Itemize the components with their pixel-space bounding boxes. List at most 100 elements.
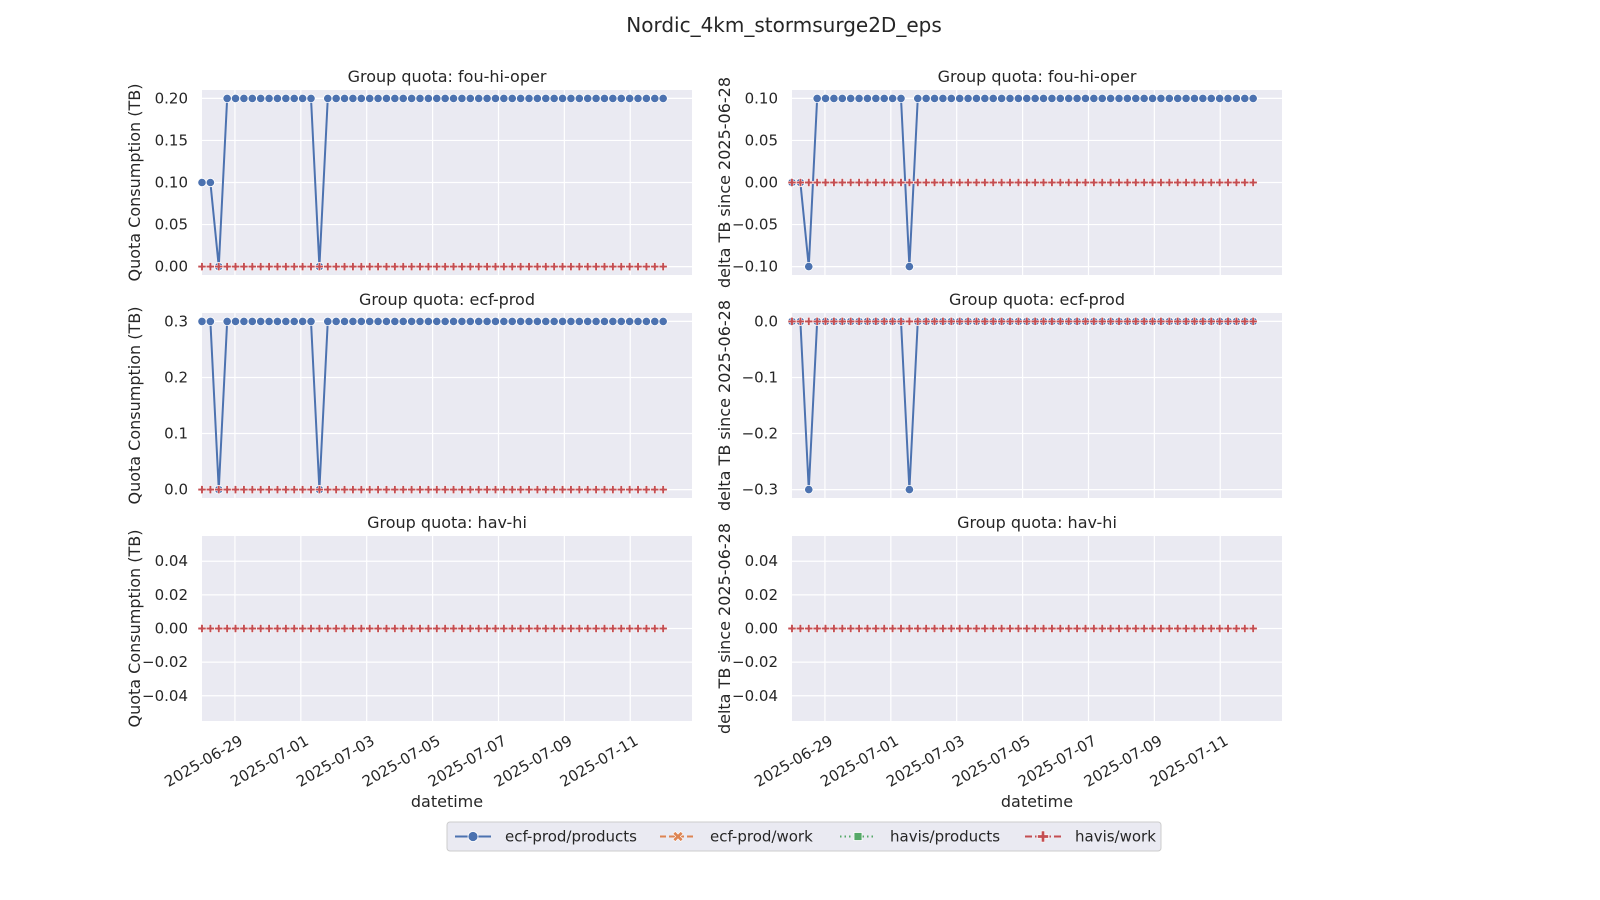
data-point-havis-work <box>938 624 948 633</box>
data-point-ecf-prod-products <box>1206 93 1216 104</box>
data-point-ecf-prod-products <box>339 316 350 327</box>
data-point-havis-work <box>988 624 998 633</box>
data-point-havis-work <box>650 485 660 494</box>
data-point-havis-work <box>972 178 981 187</box>
data-point-havis-work <box>298 485 307 494</box>
data-point-ecf-prod-products <box>1147 93 1158 104</box>
data-point-ecf-prod-products <box>482 93 492 104</box>
data-point-havis-work <box>566 624 576 633</box>
x-axis-label: datetime <box>411 792 483 811</box>
data-point-ecf-prod-products <box>222 316 232 327</box>
data-point-havis-work <box>1098 317 1107 326</box>
data-point-havis-work <box>821 178 830 187</box>
data-point-havis-work <box>871 317 881 326</box>
data-point-ecf-prod-products <box>1215 93 1225 104</box>
data-point-havis-work <box>382 262 391 271</box>
data-point-havis-work <box>617 624 626 633</box>
data-point-ecf-prod-products <box>1022 93 1032 104</box>
data-point-ecf-prod-products <box>448 316 459 327</box>
data-point-ecf-prod-products <box>1055 93 1065 104</box>
data-point-havis-work <box>1005 178 1015 187</box>
data-point-havis-work <box>248 624 257 633</box>
data-point-havis-work <box>1240 178 1250 187</box>
data-point-havis-work <box>1114 624 1124 633</box>
data-point-havis-work <box>633 262 643 271</box>
y-tick-label: 0.10 <box>155 174 188 192</box>
data-point-havis-work <box>1198 317 1208 326</box>
data-point-havis-work <box>197 485 207 494</box>
data-point-havis-work <box>432 485 442 494</box>
data-point-havis-work <box>541 624 551 633</box>
data-point-havis-work <box>787 178 797 187</box>
data-point-ecf-prod-products <box>549 316 559 327</box>
data-point-ecf-prod-products <box>532 93 543 104</box>
subplot-title: Group quota: hav-hi <box>367 513 527 532</box>
data-point-havis-work <box>1022 178 1032 187</box>
data-point-havis-work <box>549 262 559 271</box>
data-point-ecf-prod-products <box>457 316 467 327</box>
data-point-havis-work <box>796 178 805 187</box>
data-point-ecf-prod-products <box>298 316 308 327</box>
data-point-havis-work <box>1173 317 1182 326</box>
data-point-havis-work <box>1165 178 1174 187</box>
data-point-havis-work <box>533 262 542 271</box>
data-point-havis-work <box>838 178 847 187</box>
data-point-havis-work <box>499 262 509 271</box>
data-point-havis-work <box>854 317 864 326</box>
data-point-havis-work <box>507 262 517 271</box>
data-point-havis-work <box>846 317 855 326</box>
data-point-havis-work <box>905 317 914 326</box>
data-point-havis-work <box>1005 317 1015 326</box>
data-point-ecf-prod-products <box>541 316 551 327</box>
data-point-ecf-prod-products <box>264 93 274 104</box>
data-point-havis-work <box>1114 317 1124 326</box>
data-point-ecf-prod-products <box>650 316 660 327</box>
data-point-havis-work <box>474 624 483 633</box>
data-point-havis-work <box>206 485 215 494</box>
data-point-havis-work <box>516 485 525 494</box>
data-point-havis-work <box>1131 624 1141 633</box>
data-point-havis-work <box>617 262 626 271</box>
data-point-ecf-prod-products <box>591 316 601 327</box>
data-point-ecf-prod-products <box>490 93 501 104</box>
data-point-havis-work <box>955 178 964 187</box>
y-tick-label: 0.3 <box>164 312 188 330</box>
data-point-ecf-prod-products <box>230 316 241 327</box>
data-point-havis-work <box>838 317 847 326</box>
data-point-havis-work <box>306 262 316 271</box>
data-point-havis-work <box>197 624 207 633</box>
data-point-ecf-prod-products <box>1240 93 1250 104</box>
data-point-ecf-prod-products <box>373 93 383 104</box>
data-point-havis-work <box>1148 317 1157 326</box>
data-point-havis-work <box>222 485 232 494</box>
data-point-havis-work <box>206 262 215 271</box>
data-point-havis-work <box>415 485 425 494</box>
data-point-havis-work <box>913 178 923 187</box>
y-tick-label: −0.02 <box>142 653 188 671</box>
data-point-havis-work <box>1072 317 1082 326</box>
data-point-ecf-prod-products <box>963 93 973 104</box>
data-point-ecf-prod-products <box>888 93 898 104</box>
data-point-havis-work <box>633 624 643 633</box>
data-point-havis-work <box>466 624 475 633</box>
y-tick-label: −0.3 <box>742 481 778 499</box>
data-point-havis-work <box>854 178 864 187</box>
data-point-havis-work <box>642 485 651 494</box>
data-point-havis-work <box>1190 624 1199 633</box>
data-point-havis-work <box>1022 317 1032 326</box>
data-point-ecf-prod-products <box>230 93 241 104</box>
data-point-ecf-prod-products <box>272 316 283 327</box>
data-point-havis-work <box>348 485 358 494</box>
legend: ecf-prod/products ecf-prod/work havis/prod… <box>446 821 1162 852</box>
data-point-havis-work <box>608 624 618 633</box>
legend-label: havis/work <box>1075 828 1156 846</box>
data-point-ecf-prod-products <box>608 93 618 104</box>
data-point-havis-work <box>449 485 458 494</box>
data-point-ecf-prod-products <box>616 316 626 327</box>
data-point-havis-work <box>963 178 973 187</box>
y-tick-label: 0.0 <box>754 312 778 330</box>
legend-marker <box>467 831 479 842</box>
data-point-havis-work <box>600 624 609 633</box>
data-point-ecf-prod-products <box>222 93 232 104</box>
